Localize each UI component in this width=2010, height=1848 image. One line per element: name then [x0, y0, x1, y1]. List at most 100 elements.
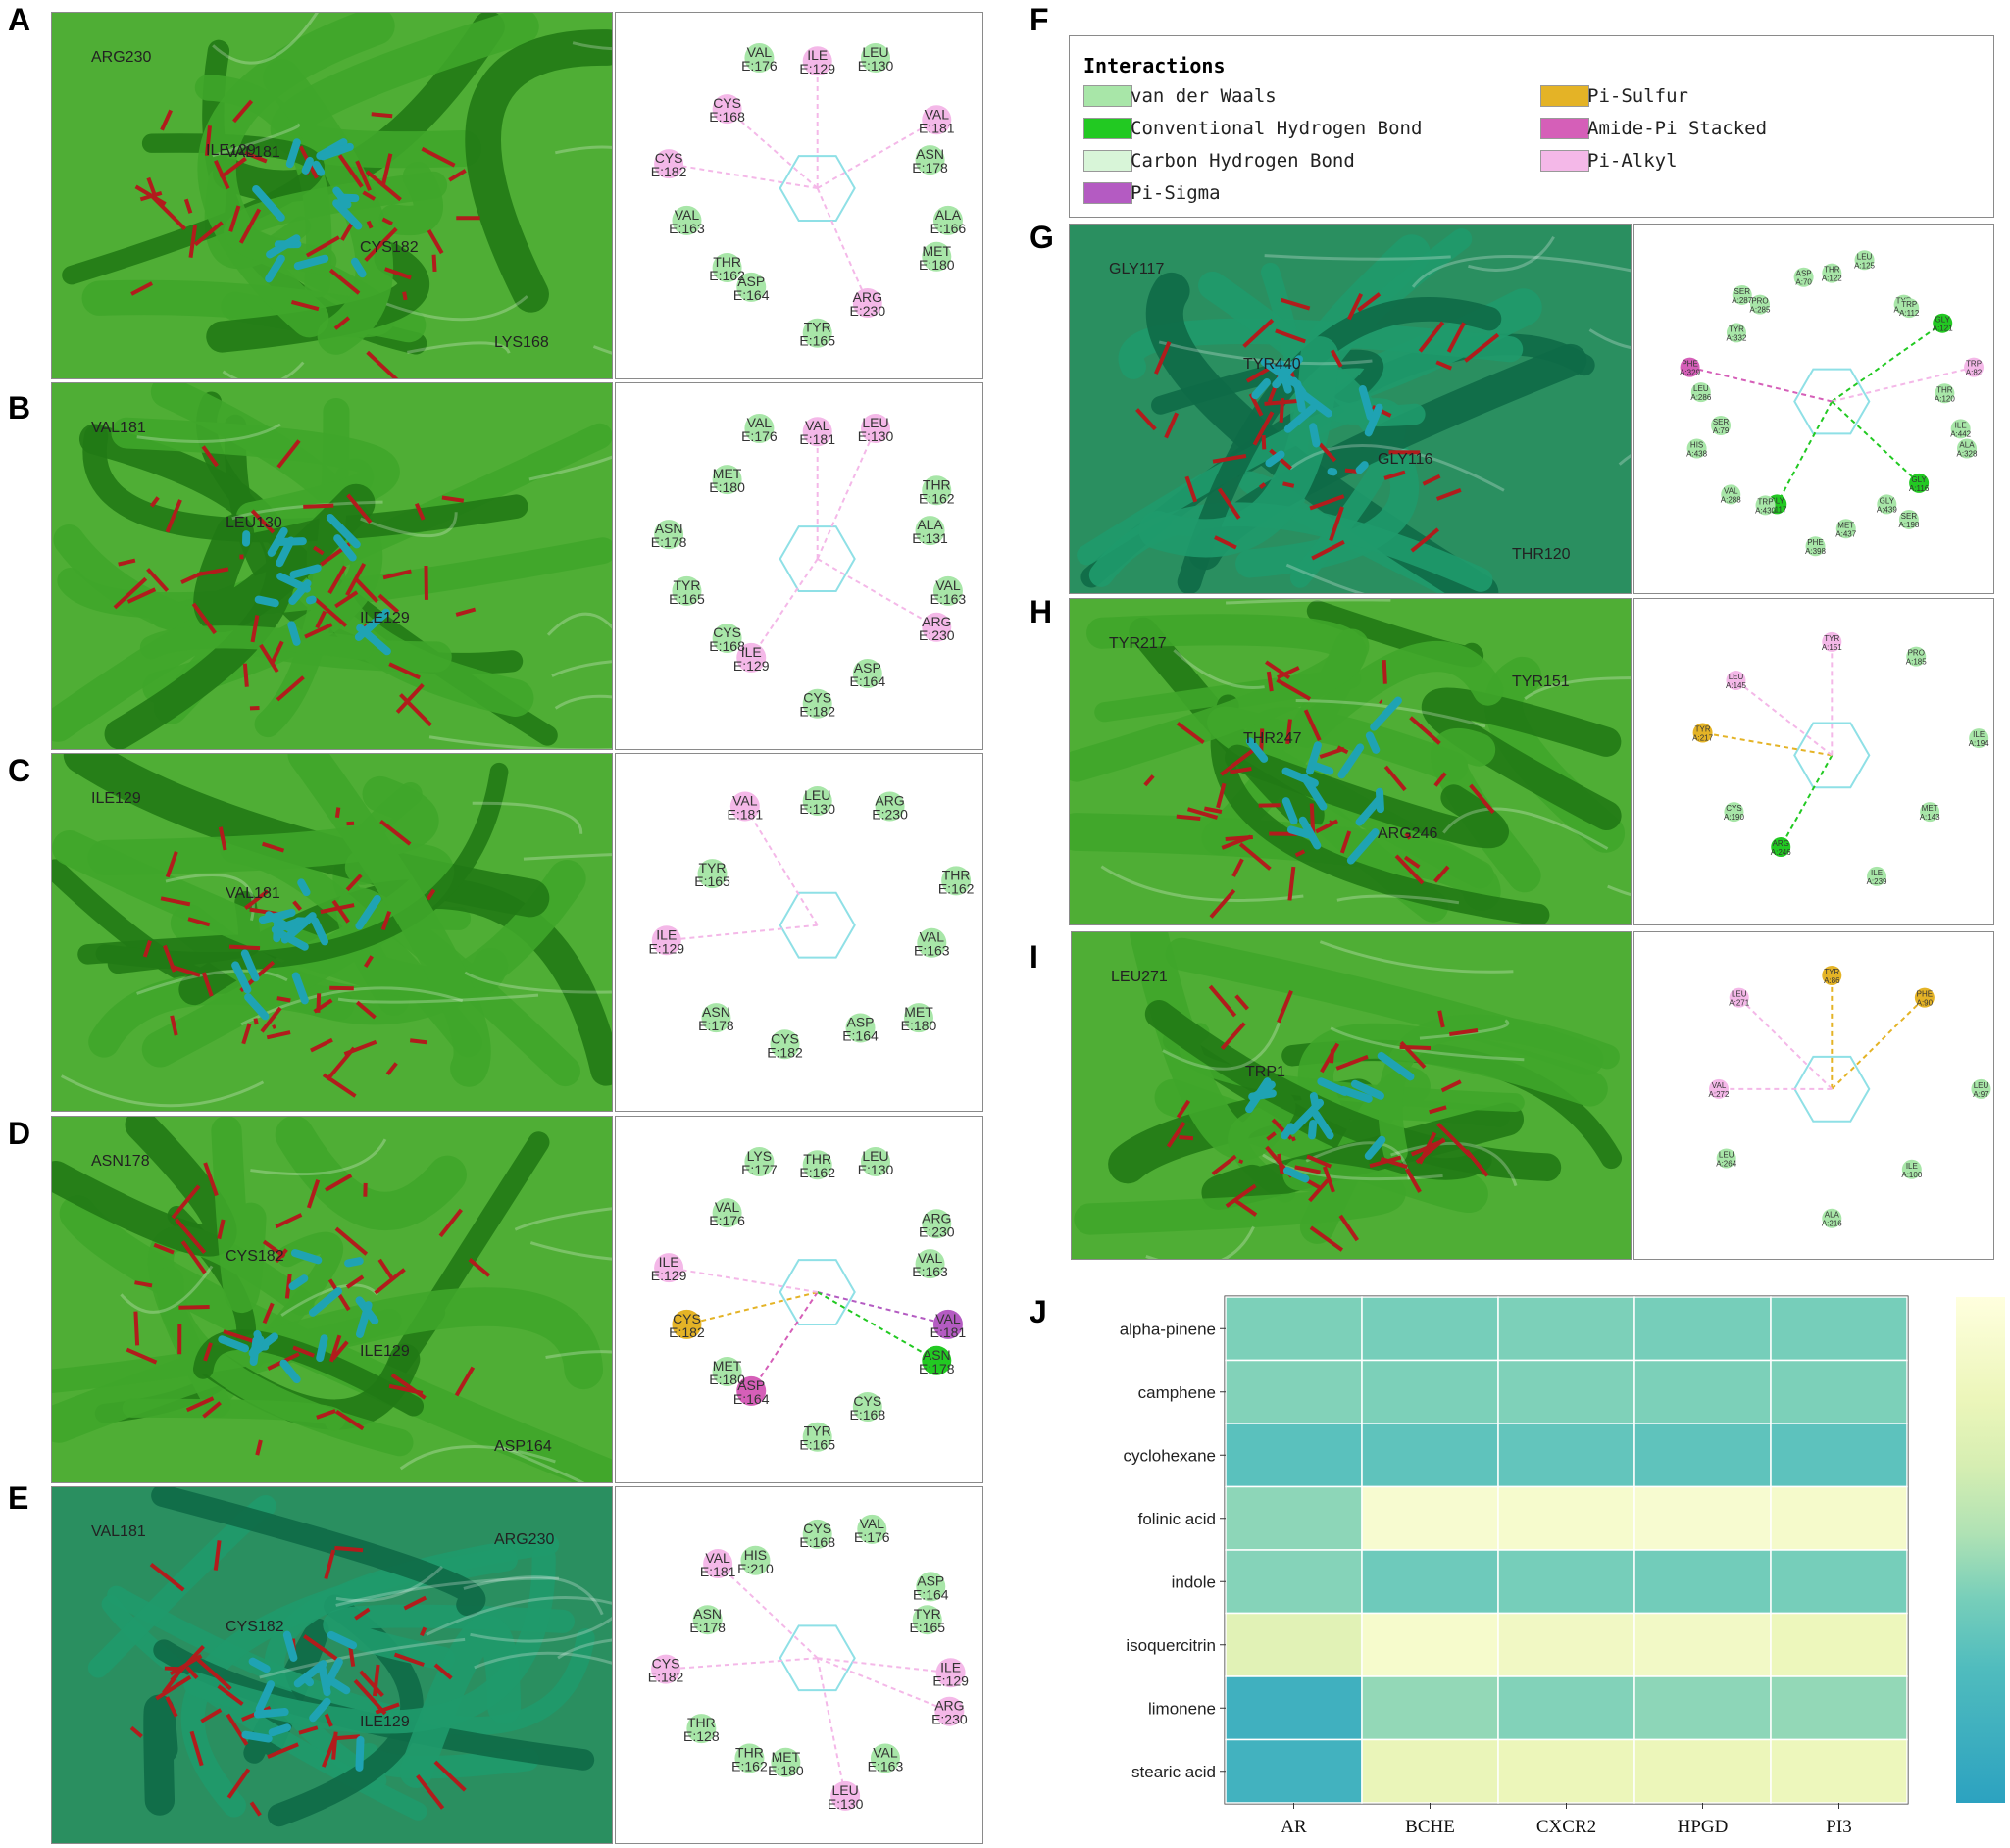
ligand-ring	[1793, 368, 1871, 435]
heatmap-cell	[1225, 1549, 1363, 1615]
residue-name: VAL	[732, 792, 758, 808]
residue-stick	[160, 896, 191, 907]
ribbon-highlight	[463, 1575, 604, 1616]
residue-number: E:176	[854, 1529, 890, 1545]
residue-stick	[169, 1654, 203, 1676]
residue-node	[802, 688, 832, 719]
residue-number: A:97	[1973, 1090, 1989, 1099]
residue-name: VAL	[747, 44, 773, 60]
residue-node	[701, 1003, 731, 1033]
residue-stick	[175, 1218, 207, 1255]
ligand-stick	[231, 961, 252, 994]
protein-ribbon	[197, 13, 395, 338]
residue-stick	[322, 1073, 357, 1098]
ribbon-highlight	[212, 123, 301, 158]
residue-stick	[416, 1774, 445, 1810]
residue-node	[1822, 263, 1842, 283]
residue-stick	[334, 1545, 364, 1553]
residue-name: ASP	[737, 1377, 765, 1393]
ligand-stick	[276, 928, 309, 951]
residue-number: E:168	[850, 1407, 886, 1423]
residue-number: E:130	[858, 58, 894, 74]
residue-number: E:164	[733, 287, 770, 303]
ligand-stick	[1251, 378, 1271, 400]
residue-number: A:288	[1721, 495, 1741, 504]
residue-stick	[362, 190, 377, 201]
residue-stick	[426, 888, 436, 901]
residue-name: LEU	[1732, 990, 1747, 999]
residue-stick	[292, 1345, 315, 1358]
residue-node	[1692, 723, 1713, 743]
heatmap-cell	[1225, 1612, 1363, 1677]
residue-number: E:165	[909, 1620, 945, 1635]
residue-stick	[130, 281, 154, 296]
residue-stick	[441, 495, 465, 503]
residue-name: VAL	[920, 929, 945, 945]
structure-render: LEU271 TRP1	[1072, 932, 1631, 1259]
residue-stick	[366, 220, 374, 229]
residue-label: ILE129	[360, 1714, 410, 1730]
residue-stick	[332, 1734, 361, 1741]
residue-name: THR	[687, 1715, 716, 1730]
legend-swatch-pisigma	[1083, 182, 1132, 204]
residue-node	[802, 1519, 832, 1549]
residue-name: THR	[1936, 385, 1953, 394]
ribbon-highlight	[240, 986, 464, 1026]
residue-number: A:264	[1716, 1159, 1736, 1168]
residue-number: A:117	[1767, 505, 1787, 514]
structure-view-b: VAL181 LEU130 ILE129	[51, 382, 613, 750]
residue-name: ARG	[934, 1698, 964, 1714]
residue-node	[651, 925, 681, 956]
ligand-ring	[779, 1259, 856, 1325]
residue-node	[852, 287, 882, 318]
residue-number: E:180	[768, 1763, 804, 1778]
heatmap-cell	[1633, 1296, 1772, 1362]
protein-ribbon	[82, 424, 528, 543]
heatmap-cell	[1770, 1612, 1908, 1677]
ribbon-highlight	[1390, 1141, 1518, 1187]
ligand-stick	[268, 1723, 292, 1737]
heatmap-cell	[1225, 1423, 1363, 1488]
structure-render: TYR217 THR247 ARG246 TYR151	[1070, 599, 1631, 924]
residue-node	[1898, 509, 1919, 529]
ligand-ring	[1793, 722, 1871, 789]
ribbon-highlight	[231, 500, 383, 521]
structure-view-c: ILE129 VAL181	[51, 753, 613, 1112]
residue-node	[1771, 836, 1791, 857]
residue-stick	[1403, 855, 1421, 869]
ligand-ring	[779, 525, 856, 592]
ribbon-highlight	[1285, 563, 1366, 593]
residue-stick	[393, 1652, 425, 1667]
residue-node	[1716, 1148, 1736, 1169]
residue-number: E:163	[914, 943, 950, 959]
residue-node	[712, 1198, 742, 1228]
residue-number: E:182	[669, 1324, 705, 1340]
structure-render: ASN178 CYS182 ILE129 ASP164	[52, 1117, 612, 1482]
ligand-stick	[241, 1730, 273, 1743]
residue-stick	[1418, 321, 1445, 353]
heatmap-cell	[1770, 1296, 1908, 1362]
heatmap-cell	[1361, 1675, 1499, 1741]
residue-node	[672, 205, 702, 235]
protein-ribbon	[95, 762, 509, 971]
residue-number: E:178	[689, 1620, 726, 1635]
heatmap-cell	[1770, 1359, 1908, 1424]
residue-name: VAL	[935, 1311, 961, 1326]
residue-stick	[363, 955, 374, 969]
protein-ribbon	[151, 1487, 486, 1617]
residue-node	[1854, 250, 1875, 271]
ribbon-highlight	[1226, 599, 1391, 605]
residue-node	[830, 1780, 861, 1811]
residue-stick	[448, 169, 467, 182]
residue-node	[1680, 357, 1700, 377]
residue-stick	[272, 1024, 276, 1029]
residue-stick	[203, 1342, 213, 1362]
residue-stick	[1318, 442, 1337, 463]
ligand-stick	[288, 1274, 309, 1291]
residue-node	[1920, 802, 1940, 823]
residue-name: CYS	[713, 624, 741, 640]
heatmap-cell	[1225, 1296, 1363, 1362]
residue-name: ASN	[702, 1004, 730, 1020]
residue-node	[703, 1549, 733, 1579]
ribbon-highlight	[1319, 940, 1514, 974]
